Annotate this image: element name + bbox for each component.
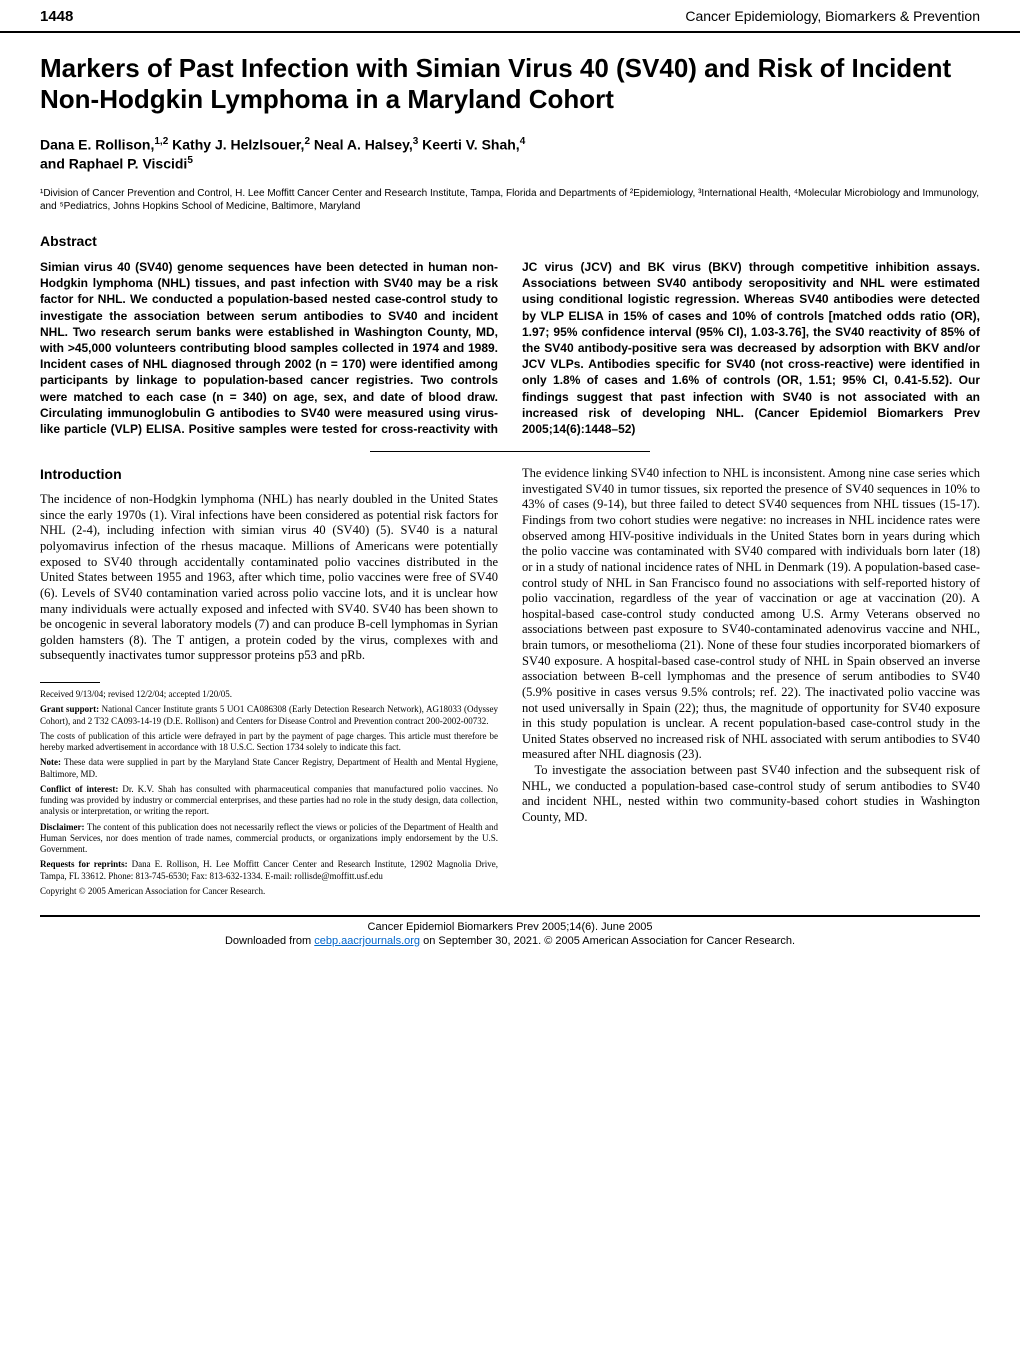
header-bar: 1448 Cancer Epidemiology, Biomarkers & P… (0, 0, 1020, 33)
page-number: 1448 (40, 8, 73, 25)
footnote-text: These data were supplied in part by the … (40, 757, 498, 778)
footnote-costs: The costs of publication of this article… (40, 731, 498, 754)
content: Markers of Past Infection with Simian Vi… (0, 33, 1020, 897)
footnote-conflict: Conflict of interest: Dr. K.V. Shah has … (40, 784, 498, 818)
author-affil-sup: 5 (187, 155, 193, 166)
footnote-note: Note: These data were supplied in part b… (40, 757, 498, 780)
footer-citation: Cancer Epidemiol Biomarkers Prev 2005;14… (0, 921, 1020, 933)
journal-name: Cancer Epidemiology, Biomarkers & Preven… (685, 8, 980, 24)
author-name: Neal A. Halsey, (314, 137, 413, 153)
article-title: Markers of Past Infection with Simian Vi… (40, 53, 980, 115)
abstract-section: Abstract Simian virus 40 (SV40) genome s… (40, 233, 980, 437)
intro-body-right: The evidence linking SV40 infection to N… (522, 466, 980, 825)
divider (40, 451, 980, 452)
abstract-text: Simian virus 40 (SV40) genome sequences … (40, 259, 980, 437)
footnote-copyright: Copyright © 2005 American Association fo… (40, 886, 498, 897)
intro-body-left: The incidence of non-Hodgkin lymphoma (N… (40, 492, 498, 664)
footnote-lead: Grant support: (40, 704, 99, 714)
footnote-reprints: Requests for reprints: Dana E. Rollison,… (40, 859, 498, 882)
author-name: Dana E. Rollison, (40, 137, 154, 153)
footnote-text: The content of this publication does not… (40, 822, 498, 855)
footnote-rule (40, 682, 100, 683)
footnote-grant: Grant support: National Cancer Institute… (40, 704, 498, 727)
intro-section: Introduction The incidence of non-Hodgki… (40, 466, 980, 897)
footnote-lead: Requests for reprints: (40, 859, 128, 869)
footnote-lead: Disclaimer: (40, 822, 84, 832)
abstract-heading: Abstract (40, 233, 980, 249)
authors: Dana E. Rollison,1,2 Kathy J. Helzlsouer… (40, 135, 980, 173)
footnote-text: National Cancer Institute grants 5 UO1 C… (40, 704, 498, 725)
author-affil-sup: 1,2 (154, 136, 168, 147)
affiliations: ¹Division of Cancer Prevention and Contr… (40, 187, 980, 213)
author-affil-sup: 3 (413, 136, 419, 147)
footnote-received: Received 9/13/04; revised 12/2/04; accep… (40, 689, 498, 700)
author-name: Kathy J. Helzlsouer, (172, 137, 304, 153)
footnote-lead: Note: (40, 757, 61, 767)
author-name: and Raphael P. Viscidi (40, 156, 187, 172)
intro-paragraph: The incidence of non-Hodgkin lymphoma (N… (40, 492, 498, 664)
intro-paragraph: The evidence linking SV40 infection to N… (522, 466, 980, 763)
intro-heading: Introduction (40, 466, 498, 482)
author-name: Keerti V. Shah, (422, 137, 520, 153)
footnotes: Received 9/13/04; revised 12/2/04; accep… (40, 689, 498, 897)
footnote-lead: Conflict of interest: (40, 784, 118, 794)
footer-text: Downloaded from (225, 935, 314, 947)
intro-paragraph: To investigate the association between p… (522, 763, 980, 826)
author-affil-sup: 4 (520, 136, 526, 147)
footer-download: Downloaded from cebp.aacrjournals.org on… (0, 935, 1020, 947)
footer-rule (40, 915, 980, 917)
footer-link[interactable]: cebp.aacrjournals.org (314, 935, 420, 947)
author-affil-sup: 2 (304, 136, 310, 147)
footer-text: on September 30, 2021. © 2005 American A… (420, 935, 795, 947)
footnote-disclaimer: Disclaimer: The content of this publicat… (40, 822, 498, 856)
